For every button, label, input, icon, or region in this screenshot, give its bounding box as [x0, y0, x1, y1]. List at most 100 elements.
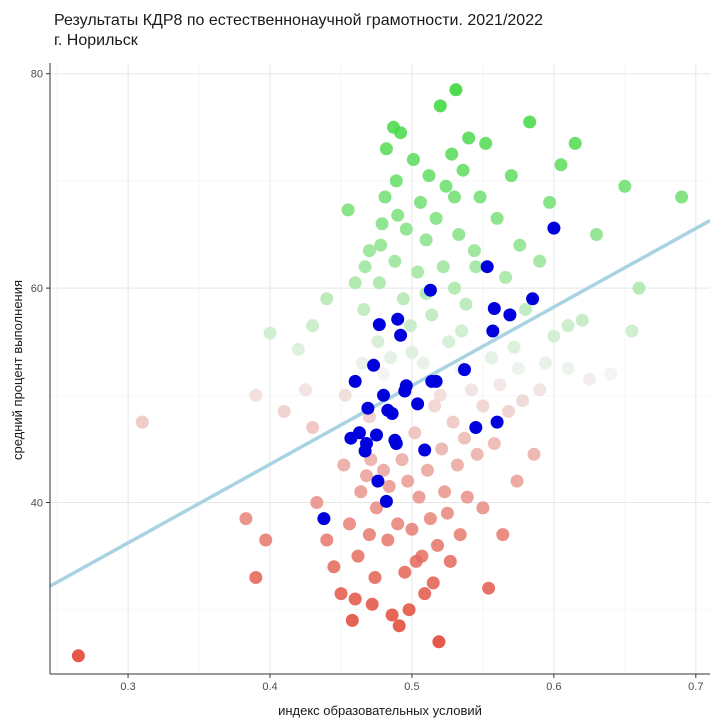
highlight-point [503, 308, 517, 322]
school-point [425, 308, 439, 322]
school-point [382, 479, 396, 493]
school-point [482, 581, 496, 595]
school-point [338, 388, 352, 402]
school-point [412, 490, 426, 504]
school-point [362, 244, 376, 258]
highlight-point [469, 421, 483, 434]
school-point [476, 399, 490, 413]
school-point [479, 136, 493, 150]
highlight-point [389, 437, 403, 450]
highlight-point [317, 512, 331, 526]
y-tick-label: 60 [31, 283, 43, 295]
school-point [341, 203, 355, 217]
x-tick-label: 0.7 [688, 681, 703, 693]
school-point [490, 211, 504, 225]
school-point [348, 592, 362, 606]
school-point [249, 388, 263, 402]
school-point [450, 458, 464, 472]
school-point [446, 415, 460, 429]
school-point [575, 313, 589, 327]
point-layer [71, 83, 689, 663]
highlight-point [490, 415, 504, 429]
school-point [372, 276, 386, 290]
school-point [368, 571, 382, 584]
school-point [538, 356, 552, 370]
school-point [499, 270, 513, 284]
school-point [433, 99, 447, 113]
y-tick-label: 40 [31, 497, 43, 509]
highlight-point [370, 428, 383, 442]
highlight-point [352, 426, 366, 440]
school-point [401, 474, 415, 488]
school-point [561, 362, 575, 375]
school-point [263, 326, 277, 340]
highlight-point [480, 260, 494, 274]
school-point [460, 490, 474, 504]
school-point [358, 260, 372, 274]
school-point [299, 383, 312, 397]
school-point [519, 303, 532, 316]
school-point [348, 276, 362, 290]
highlight-point [399, 379, 413, 393]
school-point [423, 512, 437, 526]
highlight-point [411, 397, 425, 411]
school-point [533, 254, 547, 268]
trend-line [49, 219, 710, 588]
x-tick-label: 0.5 [404, 681, 419, 693]
highlight-point [377, 388, 390, 402]
school-point [398, 565, 412, 579]
school-point [458, 431, 471, 445]
highlight-point [348, 374, 362, 388]
school-point [465, 383, 478, 397]
school-point [395, 453, 409, 467]
school-point [306, 421, 320, 434]
school-point [421, 463, 434, 477]
school-point [435, 442, 449, 456]
trend-layer [49, 219, 710, 588]
highlight-point [360, 437, 373, 450]
school-point [406, 153, 420, 166]
school-point [568, 136, 582, 150]
highlight-point [486, 324, 500, 338]
school-point [449, 83, 463, 97]
school-point [467, 244, 481, 258]
school-point [547, 329, 561, 343]
highlight-point [458, 363, 471, 377]
school-point [391, 208, 405, 222]
school-point [473, 190, 487, 204]
school-point [431, 538, 444, 552]
school-point [433, 388, 447, 402]
school-point [306, 319, 320, 333]
school-point [399, 222, 413, 236]
school-point [327, 560, 341, 574]
highlight-point [429, 374, 443, 388]
school-point [384, 351, 398, 365]
highlight-point [391, 312, 405, 326]
school-point [345, 613, 359, 627]
school-point [416, 356, 430, 370]
school-point [351, 549, 365, 563]
school-point [445, 147, 459, 161]
school-point [374, 238, 388, 252]
school-point [554, 158, 568, 172]
school-point [438, 485, 452, 499]
school-point [507, 340, 521, 354]
school-point [604, 367, 618, 381]
school-point [443, 554, 457, 568]
school-point [452, 228, 466, 241]
school-point [334, 587, 348, 601]
school-point [402, 603, 416, 617]
highlight-point [547, 221, 561, 235]
school-point [362, 528, 376, 542]
school-point [259, 533, 273, 547]
y-tick-label: 80 [31, 69, 43, 81]
highlight-point [418, 443, 432, 457]
school-point [388, 254, 402, 268]
school-point [456, 163, 470, 177]
school-point [391, 517, 405, 531]
highlight-point [526, 292, 540, 306]
school-point [354, 485, 368, 499]
school-point [337, 458, 351, 472]
school-point [590, 228, 603, 241]
